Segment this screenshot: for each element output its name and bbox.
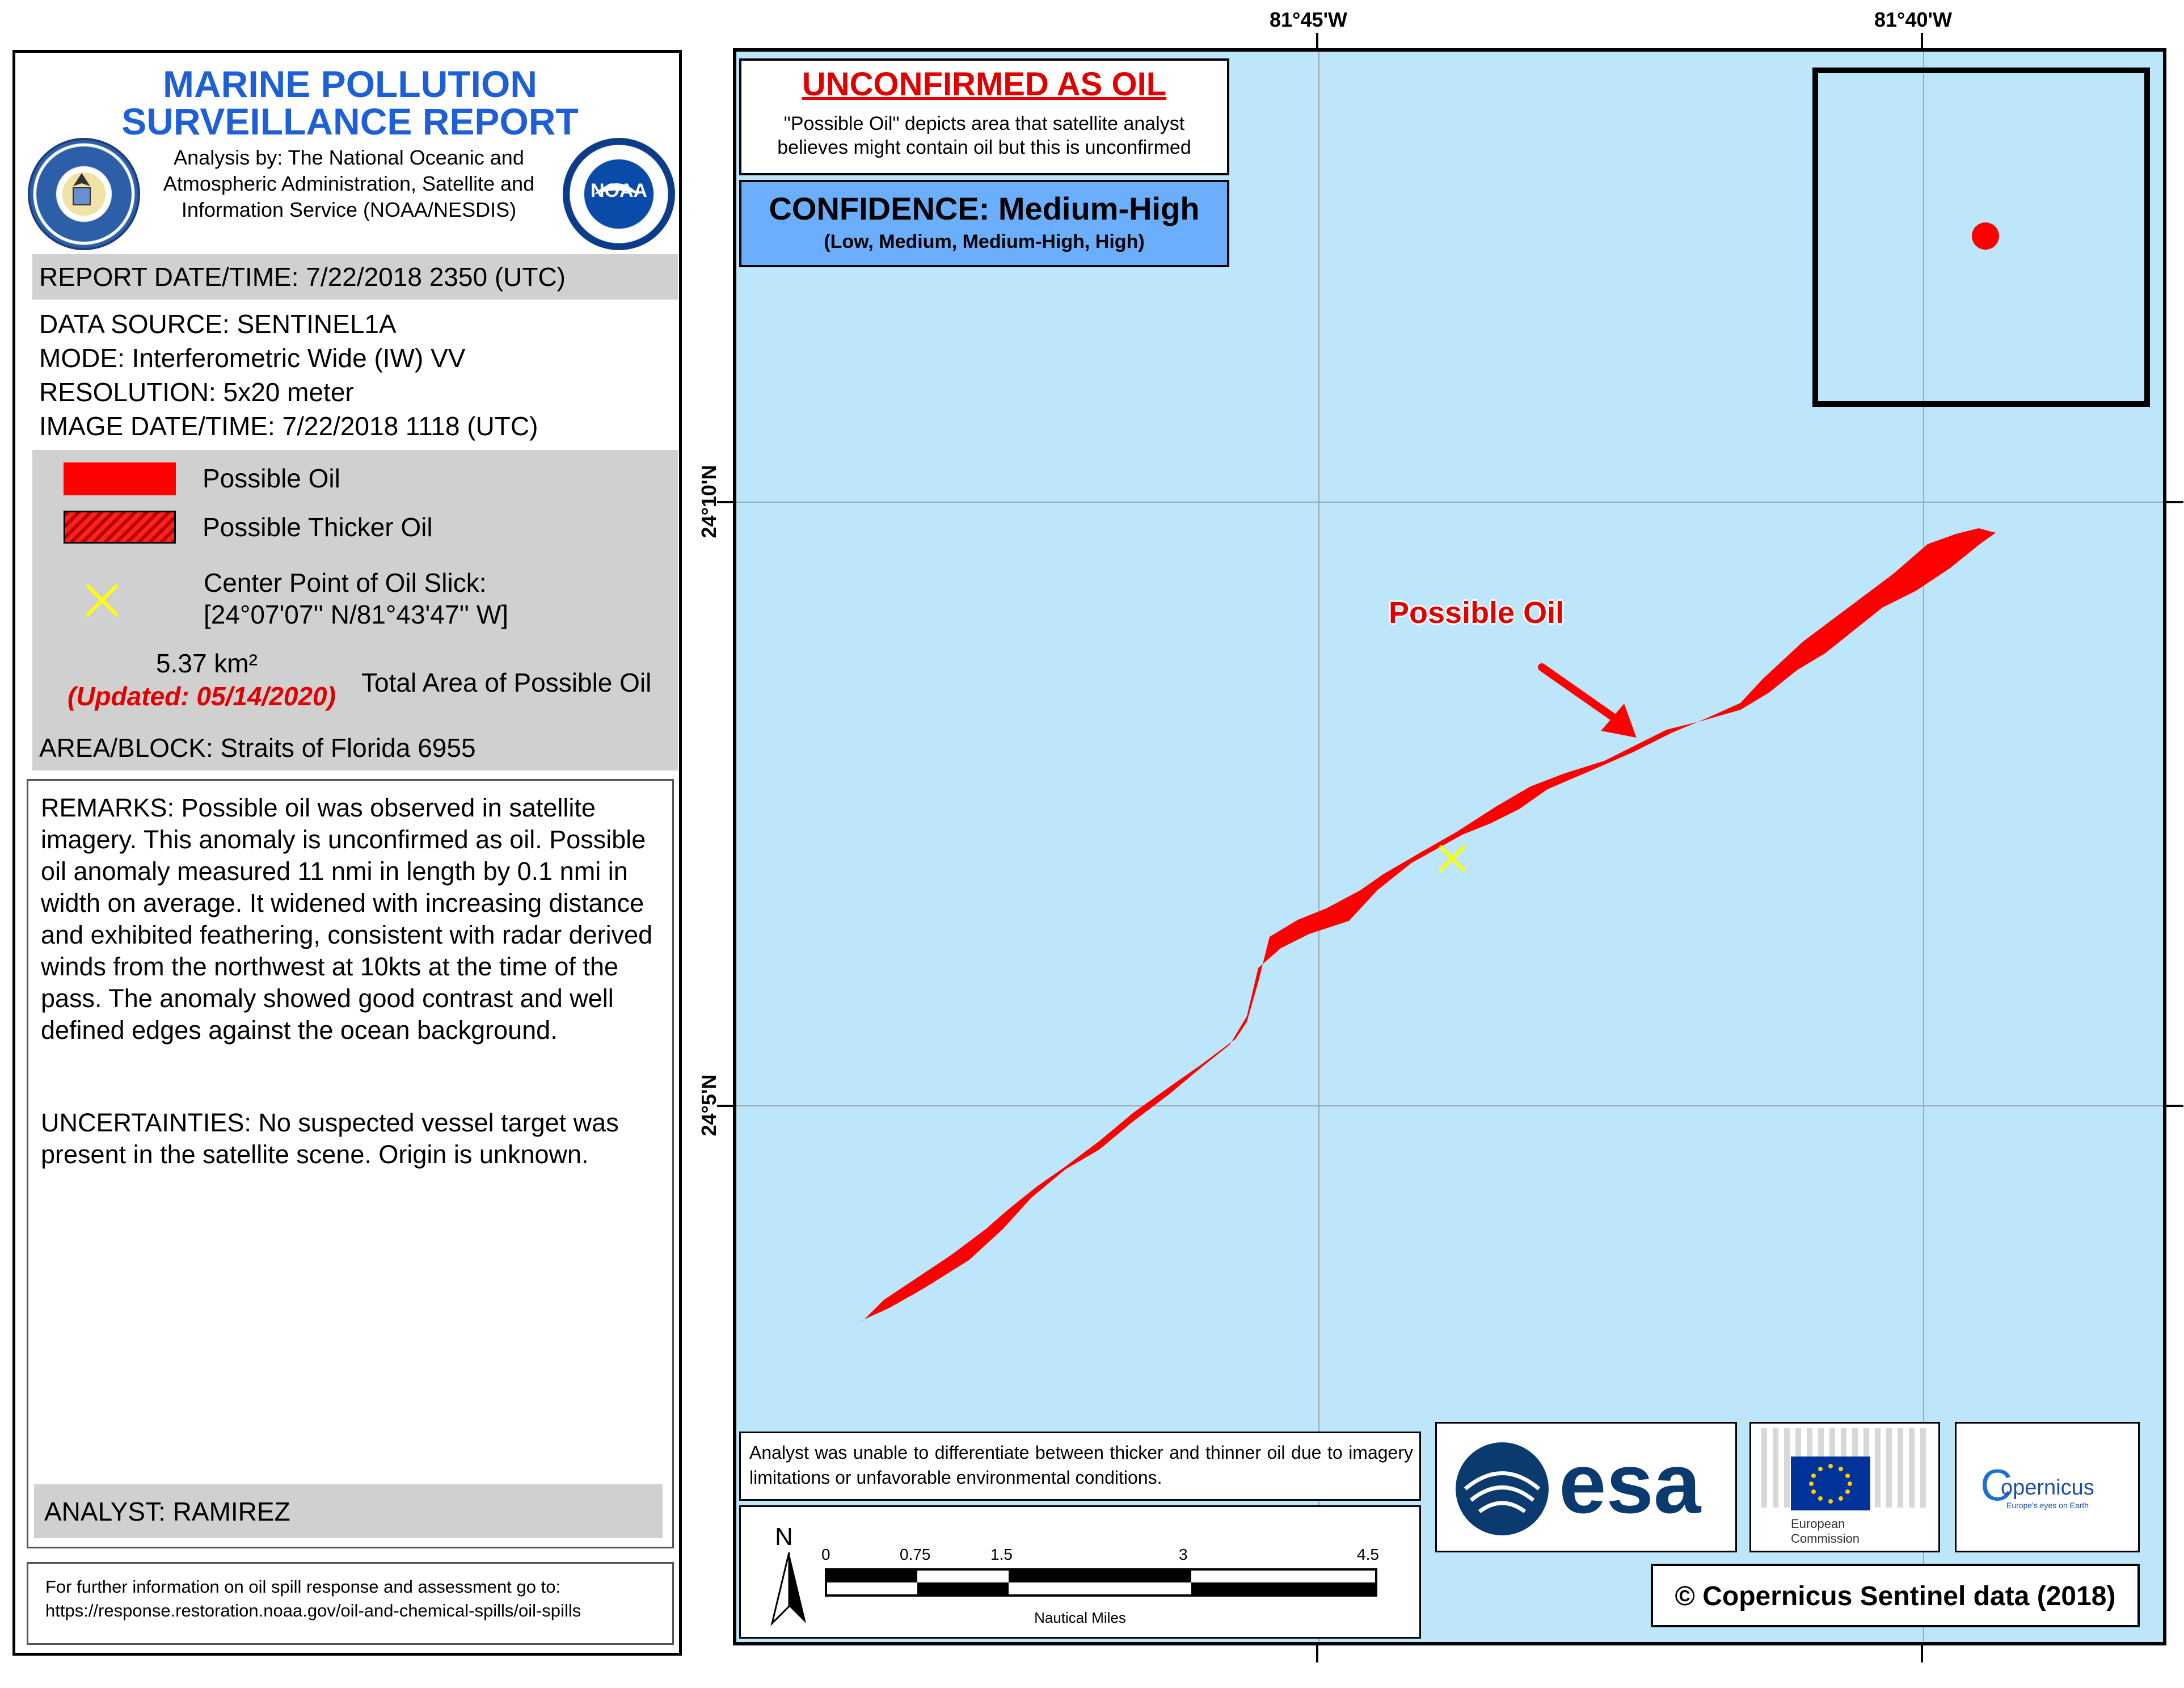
tick-right-24-10n <box>2166 501 2183 503</box>
further-info-text: For further information on oil spill res… <box>45 1577 561 1597</box>
inset-location-dot <box>1972 222 1999 250</box>
scale-tick-4-5: 4.5 <box>1357 1546 1379 1563</box>
legend-possible-oil: Possible Oil <box>203 464 340 493</box>
report-datetime: REPORT DATE/TIME: 7/22/2018 2350 (UTC) <box>39 262 566 292</box>
tick-top-81-45w <box>1316 33 1318 50</box>
copernicus-logo-text: opernicus <box>2001 1476 2094 1500</box>
scale-tick-0-75: 0.75 <box>900 1546 931 1563</box>
scale-tick-1-5: 1.5 <box>990 1546 1013 1563</box>
tick-bottom-81-40w <box>1921 1645 1923 1662</box>
mode: MODE: Interferometric Wide (IW) VV <box>39 343 466 373</box>
analyst-name: ANALYST: RAMIREZ <box>44 1497 290 1526</box>
resolution: RESOLUTION: 5x20 meter <box>39 377 354 407</box>
copernicus-tagline: Europe's eyes on Earth <box>2006 1501 2089 1510</box>
center-point-marker <box>1438 844 1466 873</box>
legend: Possible Oil Possible Thicker Oil Center… <box>32 450 678 745</box>
uncertainties-text: UNCERTAINTIES: No suspected vessel targe… <box>41 1108 619 1169</box>
center-point-x-icon <box>85 583 119 617</box>
analyst-band: ANALYST: RAMIREZ <box>34 1484 663 1538</box>
report-title-line2: SURVEILLANCE REPORT <box>121 100 579 142</box>
area-block-band: AREA/BLOCK: Straits of Florida 6955 <box>32 725 678 771</box>
report-panel: MARINE POLLUTION SURVEILLANCE REPORT Ana… <box>12 50 682 1656</box>
further-info-url[interactable]: https://response.restoration.noaa.gov/oi… <box>45 1601 581 1620</box>
tick-top-81-40w <box>1921 33 1923 50</box>
latitude-label-24-10n: 24°10'N <box>697 465 720 538</box>
possible-oil-annotation: Possible Oil <box>1389 596 1565 630</box>
legend-center-point-label: Center Point of Oil Slick: <box>204 568 487 597</box>
tick-bottom-81-45w <box>1316 1645 1318 1662</box>
copernicus-logo: C opernicus Europe's eyes on Earth <box>1955 1422 2140 1552</box>
north-label: N <box>775 1523 793 1551</box>
longitude-label-81-45w: 81°45'W <box>1270 8 1348 31</box>
total-area-label: Total Area of Possible Oil <box>361 668 652 697</box>
unconfirmed-box: UNCONFIRMED AS OIL "Possible Oil" depict… <box>739 58 1229 175</box>
scale-unit: Nautical Miles <box>1034 1609 1126 1626</box>
total-area-updated: (Updated: 05/14/2020) <box>68 681 336 711</box>
eu-logo-text2: Commission <box>1791 1531 1860 1546</box>
scale-tick-0: 0 <box>821 1546 830 1563</box>
confidence-box: CONFIDENCE: Medium-High (Low, Medium, Me… <box>739 180 1229 267</box>
data-source: DATA SOURCE: SENTINEL1A <box>39 309 397 339</box>
image-datetime: IMAGE DATE/TIME: 7/22/2018 1118 (UTC) <box>39 411 538 441</box>
scale-bar <box>825 1568 1377 1597</box>
legend-possible-thicker-oil: Possible Thicker Oil <box>203 512 433 542</box>
scale-bar-box: N 0 0.75 1.5 3 4.5 Nautical Miles <box>739 1505 1421 1639</box>
report-datetime-band: REPORT DATE/TIME: 7/22/2018 2350 (UTC) <box>32 254 678 300</box>
european-commission-logo: European Commission <box>1749 1422 1940 1552</box>
longitude-label-81-40w: 81°40'W <box>1874 8 1953 31</box>
oil-slick-map <box>857 222 1999 1323</box>
graticule-24-5n <box>736 1105 2163 1106</box>
eu-logo-text1: European <box>1791 1517 1845 1531</box>
remarks-text: REMARKS: Possible oil was observed in sa… <box>41 793 660 1045</box>
legend-center-point-value: [24°07'07'' N/81°43'47'' W] <box>204 600 509 629</box>
report-title-line1: MARINE POLLUTION <box>163 63 537 105</box>
graticule-24-10n <box>736 502 2163 503</box>
possible-oil-arrow-head <box>1601 704 1637 738</box>
tick-left-24-10n <box>717 501 734 503</box>
tick-left-24-5n <box>717 1105 734 1107</box>
tick-right-24-5n <box>2166 1105 2183 1107</box>
analyst-note-box: Analyst was unable to differentiate betw… <box>739 1432 1421 1501</box>
possible-oil-swatch <box>64 462 176 495</box>
eu-flag-icon <box>1791 1457 1870 1510</box>
graticule-81-40w <box>1923 52 1924 1642</box>
esa-logo: esa <box>1435 1422 1737 1552</box>
total-area-value: 5.37 km² <box>156 649 258 678</box>
esa-logo-text: esa <box>1559 1436 1701 1531</box>
scale-tick-3: 3 <box>1179 1546 1188 1563</box>
north-arrow-icon <box>770 1552 806 1626</box>
possible-thicker-oil-swatch <box>64 511 176 544</box>
unconfirmed-line1: "Possible Oil" depicts area that satelli… <box>783 113 1185 134</box>
inset-locator-box <box>1812 68 2150 407</box>
possible-oil-arrow <box>1538 663 1631 731</box>
further-info-box: For further information on oil spill res… <box>27 1562 674 1645</box>
noaa-seal-icon: NOAA <box>563 138 675 250</box>
copernicus-logo-c: C <box>1980 1460 2013 1510</box>
copyright-text: © Copernicus Sentinel data (2018) <box>1675 1581 2116 1611</box>
unconfirmed-line2: believes might contain oil but this is u… <box>777 137 1191 158</box>
analyst-note: Analyst was unable to differentiate betw… <box>749 1442 1413 1488</box>
analysis-by-text: Analysis by: The National Oceanic and At… <box>163 146 535 221</box>
confidence-scale: (Low, Medium, Medium-High, High) <box>824 231 1145 252</box>
unconfirmed-title: UNCONFIRMED AS OIL <box>802 66 1167 103</box>
esa-swirl-icon <box>1456 1442 1549 1535</box>
graticule-81-45w <box>1318 52 1319 1642</box>
possible-oil-slick <box>857 528 1996 1323</box>
latitude-label-24-5n: 24°5'N <box>697 1074 720 1136</box>
remarks-box: REMARKS: Possible oil was observed in sa… <box>27 779 674 1548</box>
copyright-box: © Copernicus Sentinel data (2018) <box>1651 1564 2140 1627</box>
area-block: AREA/BLOCK: Straits of Florida 6955 <box>39 733 476 763</box>
map-frame: Possible Oil UNCONFIRMED AS OIL "Possibl… <box>733 48 2166 1645</box>
department-of-commerce-seal-icon <box>28 138 140 250</box>
confidence-title: CONFIDENCE: Medium-High <box>769 191 1200 226</box>
